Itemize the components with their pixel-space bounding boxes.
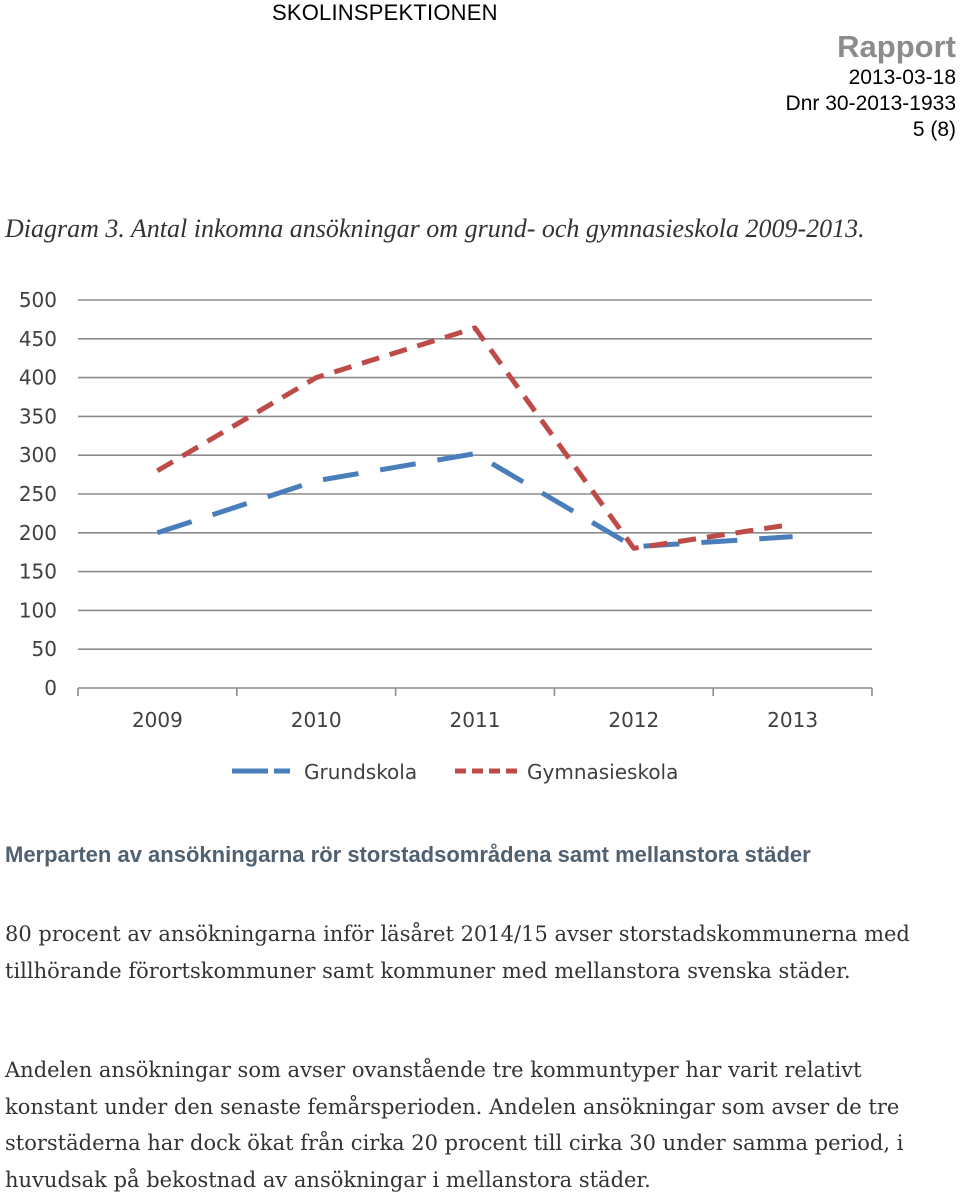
y-tick-label: 500 <box>19 288 57 312</box>
section-heading: Merparten av ansökningarna rör storstads… <box>5 842 811 867</box>
y-tick-labels: 0 50 100 150 200 250 300 350 400 450 500 <box>19 288 57 700</box>
y-tick-label: 0 <box>44 676 57 700</box>
x-tick-label: 2011 <box>450 708 501 732</box>
legend: Grundskola Gymnasieskola <box>232 760 678 784</box>
series-line-2 <box>156 325 793 551</box>
document-meta: Rapport 2013-03-18 Dnr 30-2013-1933 5 (8… <box>786 30 956 143</box>
paragraph-2: Andelen ansökningar som avser ovanståend… <box>5 1058 904 1192</box>
y-tick-label: 200 <box>19 521 57 545</box>
axes <box>77 687 873 696</box>
page-number: 5 (8) <box>912 118 956 141</box>
grid-lines <box>78 299 872 651</box>
document-date: 2013-03-18 <box>848 66 956 89</box>
x-tick-labels: 2009 2010 2011 2012 2013 <box>132 708 818 732</box>
y-tick-label: 50 <box>32 637 57 661</box>
series-lines <box>156 325 793 551</box>
y-tick-label: 250 <box>19 482 57 506</box>
y-tick-label: 450 <box>19 327 57 351</box>
legend-label-2: Gymnasieskola <box>527 760 678 784</box>
document-type: Rapport <box>837 29 956 64</box>
x-tick-label: 2009 <box>132 708 183 732</box>
x-tick-label: 2013 <box>767 708 818 732</box>
legend-label-1: Grundskola <box>304 760 417 784</box>
y-tick-label: 150 <box>19 560 57 584</box>
x-tick-label: 2010 <box>291 708 342 732</box>
y-tick-label: 350 <box>19 404 57 428</box>
paragraph-1: 80 procent av ansökningarna inför läsåre… <box>5 922 910 983</box>
organization-name: SKOLINSPEKTIONEN <box>272 0 498 25</box>
y-tick-label: 300 <box>19 443 57 467</box>
x-tick-label: 2012 <box>608 708 659 732</box>
y-tick-label: 400 <box>19 366 57 390</box>
diagram-caption: Diagram 3. Antal inkomna ansökningar om … <box>5 214 865 243</box>
y-tick-label: 100 <box>19 598 57 622</box>
document-dnr: Dnr 30-2013-1933 <box>785 92 956 115</box>
